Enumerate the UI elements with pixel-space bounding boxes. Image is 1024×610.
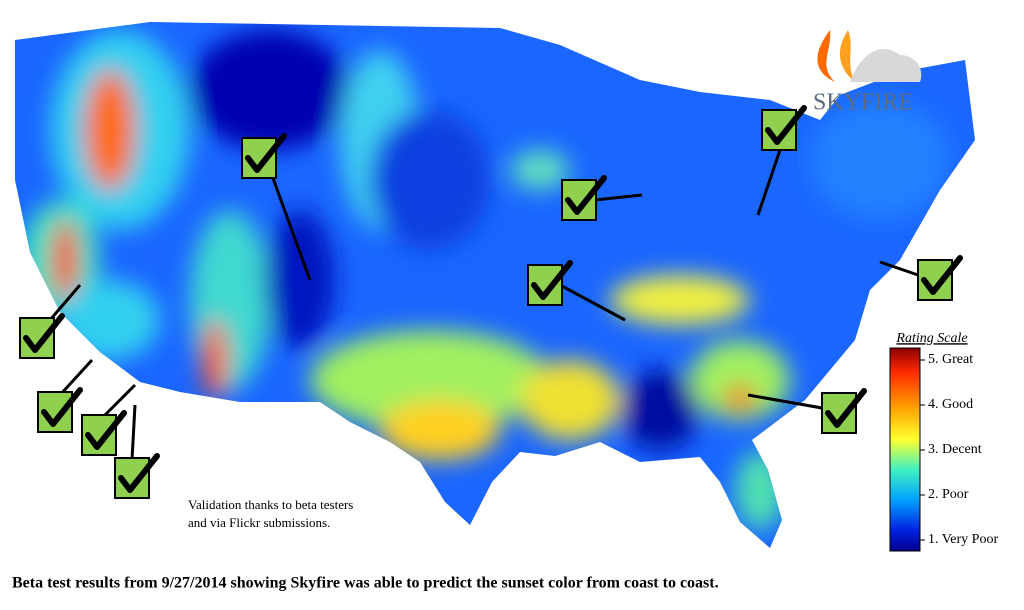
note-line: Validation thanks to beta testers — [188, 497, 353, 512]
check-mark — [765, 105, 807, 145]
note-line: and via Flickr submissions. — [188, 515, 330, 530]
legend-title: Rating Scale — [895, 331, 967, 346]
check-mark — [565, 175, 607, 215]
logo: SKYFIRE — [813, 30, 922, 116]
check-mark — [85, 410, 127, 450]
check-mark — [531, 260, 573, 300]
check-mark — [23, 313, 65, 353]
legend-level: 4. Good — [928, 397, 973, 412]
legend-level: 5. Great — [928, 352, 973, 367]
legend: Rating Scale 5. Great 4. Good 3. Decent 2. … — [889, 331, 998, 552]
checkmarks — [19, 105, 963, 499]
arrows — [48, 149, 919, 461]
legend-level: 1. Very Poor — [928, 532, 998, 547]
legend-level: 2. Poor — [928, 487, 969, 502]
check-mark — [245, 133, 287, 173]
legend-level: 3. Decent — [928, 442, 982, 457]
caption: Beta test results from 9/27/2014 showing… — [12, 575, 719, 592]
check-mark — [118, 453, 160, 493]
check-mark — [921, 255, 963, 295]
check-mark — [41, 387, 83, 427]
logo-name: SKYFIRE — [813, 90, 913, 116]
legend-bar — [889, 347, 921, 552]
check-mark — [825, 388, 867, 428]
